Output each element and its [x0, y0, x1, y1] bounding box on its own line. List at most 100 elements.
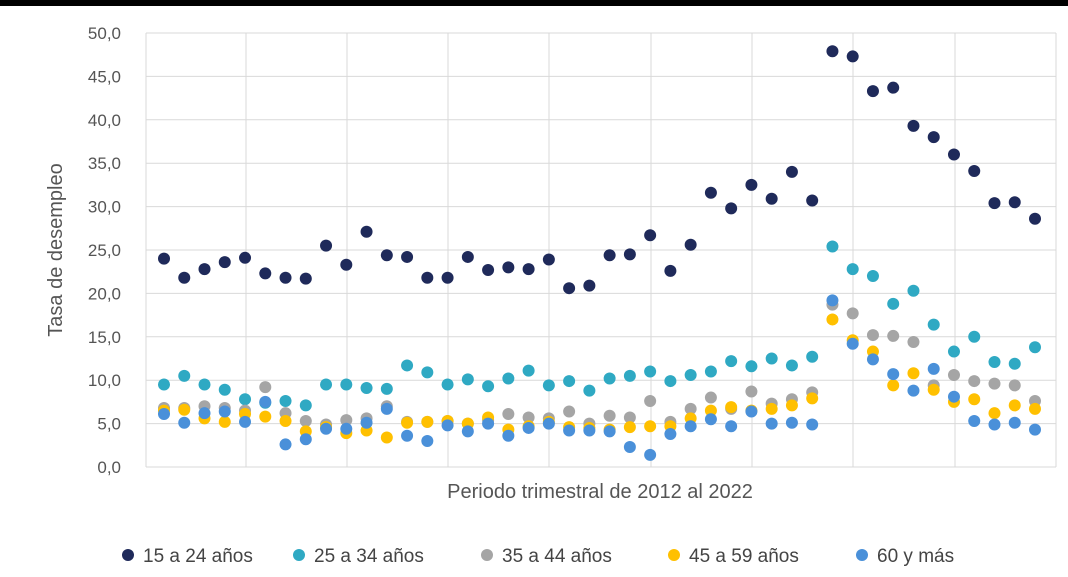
data-point	[1029, 212, 1041, 225]
data-point	[664, 264, 677, 277]
data-point	[1008, 196, 1021, 209]
data-point	[320, 378, 333, 391]
data-point	[684, 368, 697, 381]
data-point	[178, 271, 191, 284]
data-point	[806, 350, 819, 363]
data-point	[522, 263, 535, 276]
legend: 15 a 24 años 25 a 34 años 35 a 44 años 45 a…	[122, 546, 954, 567]
data-point	[421, 415, 434, 428]
data-point	[380, 402, 393, 415]
y-tick-label: 0,0	[97, 458, 121, 477]
y-tick-label: 20,0	[88, 284, 121, 303]
data-point	[887, 297, 900, 310]
data-point	[1008, 399, 1021, 412]
data-point	[299, 414, 312, 427]
data-point	[704, 413, 717, 426]
data-point	[765, 192, 778, 205]
data-point	[563, 405, 576, 418]
data-point	[1029, 341, 1041, 354]
data-point	[785, 165, 798, 178]
data-point	[866, 270, 879, 283]
data-point	[704, 186, 717, 199]
data-point	[887, 368, 900, 381]
data-point	[158, 252, 170, 265]
data-point	[684, 402, 697, 415]
data-point	[218, 415, 231, 428]
data-point	[320, 239, 333, 252]
data-point	[299, 399, 312, 412]
legend-label: 35 a 44 años	[502, 546, 612, 567]
data-point	[461, 373, 474, 386]
data-point	[745, 360, 758, 373]
data-point	[725, 355, 738, 368]
data-point	[968, 330, 981, 343]
data-point	[542, 379, 555, 392]
data-point	[522, 421, 535, 434]
y-tick-label: 15,0	[88, 328, 121, 347]
data-point	[947, 390, 960, 403]
data-point	[218, 256, 231, 269]
data-point	[927, 318, 940, 331]
legend-marker	[668, 549, 680, 561]
y-tick-label: 5,0	[97, 415, 121, 434]
data-point	[482, 417, 495, 430]
data-point	[664, 375, 677, 388]
data-point	[482, 263, 495, 276]
data-points	[158, 45, 1041, 461]
data-point	[239, 415, 252, 428]
data-point	[765, 352, 778, 365]
data-point	[1008, 416, 1021, 429]
y-tick-label: 30,0	[88, 198, 121, 217]
legend-marker	[122, 549, 134, 561]
y-tick-label: 45,0	[88, 67, 121, 86]
data-point	[583, 384, 596, 397]
data-point	[623, 421, 636, 434]
data-point	[907, 336, 920, 349]
data-point	[421, 271, 434, 284]
data-point	[563, 375, 576, 388]
data-point	[340, 378, 353, 391]
data-point	[745, 385, 758, 398]
data-point	[826, 294, 839, 307]
data-point	[542, 253, 555, 266]
data-point	[198, 378, 211, 391]
data-point	[502, 261, 515, 274]
data-point	[340, 414, 353, 427]
data-point	[745, 178, 758, 191]
data-point	[968, 414, 981, 427]
data-point	[1029, 423, 1041, 436]
data-point	[866, 85, 879, 98]
data-point	[259, 410, 272, 423]
data-point	[239, 393, 252, 406]
data-point	[725, 202, 738, 215]
data-point	[826, 313, 839, 326]
data-point	[826, 45, 839, 58]
data-point	[988, 407, 1001, 420]
data-point	[664, 428, 677, 441]
data-point	[704, 391, 717, 404]
data-point	[482, 380, 495, 393]
data-point	[765, 417, 778, 430]
data-point	[623, 441, 636, 454]
data-point	[178, 416, 191, 429]
data-point	[218, 383, 231, 396]
data-point	[927, 362, 940, 375]
data-point	[968, 165, 981, 178]
legend-marker	[481, 549, 493, 561]
y-tick-label: 50,0	[88, 24, 121, 43]
data-point	[725, 401, 738, 414]
data-point	[988, 377, 1001, 390]
data-point	[704, 404, 717, 417]
data-point	[704, 365, 717, 378]
data-point	[380, 249, 393, 262]
data-point	[644, 448, 657, 461]
data-point	[461, 250, 474, 263]
data-point	[198, 263, 211, 276]
data-point	[988, 418, 1001, 431]
data-point	[927, 383, 940, 396]
data-point	[947, 368, 960, 381]
data-point	[178, 403, 191, 416]
data-point	[218, 405, 231, 418]
data-point	[887, 329, 900, 342]
